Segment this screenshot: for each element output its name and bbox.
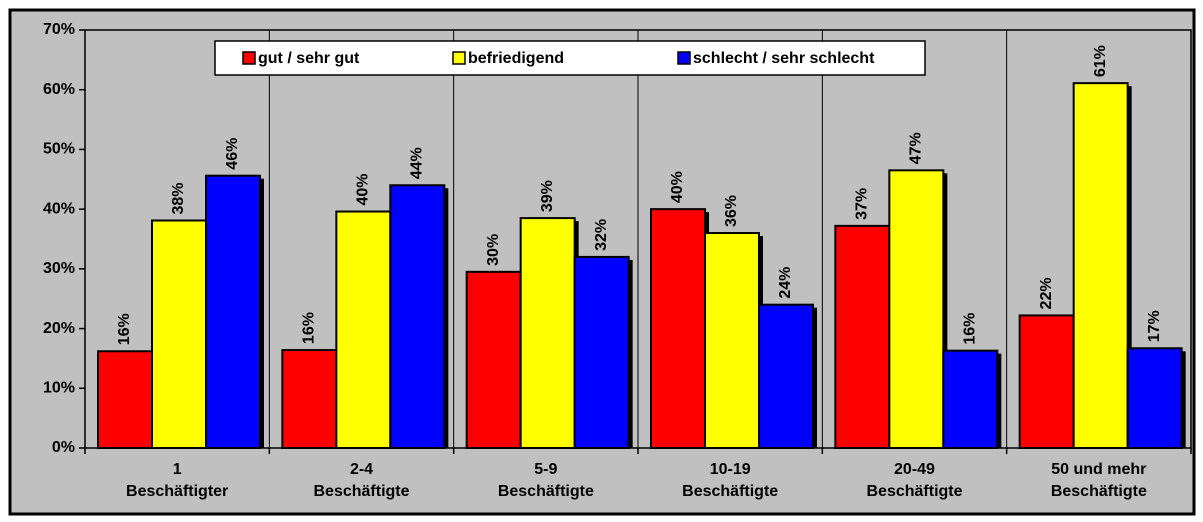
bar xyxy=(205,174,261,449)
x-tick-label: 2-4 xyxy=(350,461,373,478)
data-label: 40% xyxy=(669,171,686,203)
data-label: 38% xyxy=(170,182,187,214)
bar xyxy=(97,350,153,449)
x-tick-label: Beschäftigte xyxy=(498,483,594,500)
bar xyxy=(281,349,338,449)
data-label: 30% xyxy=(485,234,502,266)
data-label: 22% xyxy=(1038,277,1055,309)
x-tick-label: Beschäftigter xyxy=(126,483,228,500)
data-label: 39% xyxy=(539,180,556,212)
data-label: 40% xyxy=(355,174,372,206)
bar xyxy=(834,224,891,449)
x-tick-label: Beschäftigte xyxy=(1051,483,1147,500)
x-tick-label: 20-49 xyxy=(894,461,935,478)
data-label: 61% xyxy=(1092,45,1109,77)
y-tick-label: 40% xyxy=(43,200,75,217)
y-tick-label: 30% xyxy=(43,260,75,277)
x-tick-label: 5-9 xyxy=(534,461,557,478)
bar xyxy=(389,184,446,449)
data-label: 44% xyxy=(409,147,426,179)
y-tick-label: 20% xyxy=(43,320,75,337)
x-tick-label: 50 und mehr xyxy=(1051,461,1146,478)
legend-label: befriedigend xyxy=(468,50,564,67)
y-tick-label: 0% xyxy=(52,439,75,456)
data-label: 46% xyxy=(224,138,241,170)
data-label: 32% xyxy=(593,219,610,251)
bar xyxy=(758,303,814,449)
bar xyxy=(151,219,207,449)
legend-swatch xyxy=(452,51,466,65)
legend-swatch xyxy=(677,51,691,65)
legend-label: schlecht / sehr schlecht xyxy=(693,50,875,67)
data-label: 47% xyxy=(908,132,925,164)
y-tick-label: 70% xyxy=(43,21,75,38)
x-tick-label: 1 xyxy=(173,461,182,478)
data-label: 17% xyxy=(1146,310,1163,342)
legend-swatch xyxy=(242,51,256,65)
x-tick-label: Beschäftigte xyxy=(866,483,962,500)
bar xyxy=(942,349,999,449)
data-label: 37% xyxy=(854,188,871,220)
legend-label: gut / sehr gut xyxy=(258,50,360,67)
data-label: 16% xyxy=(116,313,133,345)
data-label: 16% xyxy=(301,312,318,344)
bar xyxy=(335,210,392,449)
legend-box xyxy=(214,40,926,76)
bar xyxy=(573,255,630,449)
bar xyxy=(465,270,522,450)
y-tick-label: 60% xyxy=(43,81,75,98)
data-label: 24% xyxy=(777,267,794,299)
y-tick-label: 10% xyxy=(43,380,75,397)
bar xyxy=(704,232,760,449)
bar xyxy=(1126,347,1183,449)
x-tick-label: Beschäftigte xyxy=(313,483,409,500)
bar xyxy=(519,217,576,449)
y-tick-label: 50% xyxy=(43,141,75,158)
bar xyxy=(1072,82,1129,449)
bar xyxy=(650,208,706,449)
x-tick-label: Beschäftigte xyxy=(682,483,778,500)
data-label: 36% xyxy=(723,195,740,227)
bar xyxy=(888,169,945,449)
x-tick-label: 10-19 xyxy=(710,461,751,478)
data-label: 16% xyxy=(962,313,979,345)
bar xyxy=(1018,314,1075,450)
